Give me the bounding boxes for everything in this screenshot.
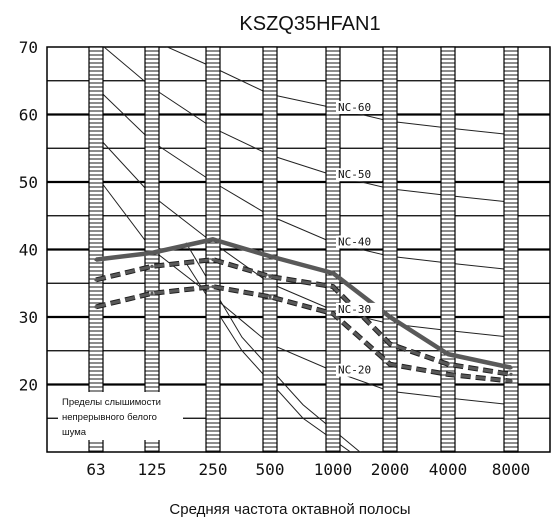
series-2-point [446,362,450,366]
series-3-point [331,312,335,316]
y-axis-ticks: 20 30 40 50 60 70 [19,38,38,395]
series-3-point [268,295,272,299]
series-1-line [95,237,512,370]
nc-label-bg [336,101,382,115]
series-3-point [94,305,98,309]
nc-label-nc-50: NC-50 [338,168,371,181]
nc-label-nc-40: NC-40 [338,235,371,248]
series-1-point [94,258,98,262]
nc-label-bg [336,302,382,316]
threshold-note-bg [58,392,183,440]
x-tick-label: 1000 [314,460,353,479]
series-3-point [388,362,392,366]
nc-curves [95,47,512,406]
series-2-point [211,258,215,262]
threshold-curve-1 [185,242,362,452]
nc-curve-nc-20 [95,174,512,406]
x-axis-label: Средняя частота октавной полосы [169,501,410,518]
plot-area: NC-60 NC-50 NC-40 NC-30 NC-20 20 30 40 50 60 70 63 1… [19,38,551,479]
y-tick-label: 60 [19,106,38,125]
x-axis-ticks: 63 125 250 500 1000 2000 4000 8000 [86,460,530,479]
nc-label-bg [336,168,382,182]
threshold-note-line: шума [62,427,87,438]
series-3-line [95,285,512,383]
nc-curve-nc-60 [166,47,512,136]
series-3-point [446,372,450,376]
nc-curve-nc-30 [95,134,512,338]
series-1-point [446,352,450,356]
chart-title: KSZQ35HFAN1 [239,13,380,35]
x-tick-label: 250 [199,460,228,479]
series-2-point [509,372,513,376]
x-tick-label: 4000 [429,460,468,479]
threshold-note-line: непрерывного белого [62,412,157,423]
frequency-ladders [88,46,519,453]
series-1-point [211,237,215,241]
x-tick-label: 8000 [492,460,531,479]
threshold-note-line: Пределы слышимости [62,397,161,408]
nc-label-nc-30: NC-30 [338,303,371,316]
nc-label-bg [336,363,382,377]
y-tick-label: 40 [19,241,38,260]
y-tick-label: 50 [19,173,38,192]
data-series [94,237,513,384]
series-3-point [150,291,154,295]
series-2-point [268,274,272,279]
x-tick-label: 63 [86,460,105,479]
series-2-point [388,342,392,346]
series-1-point [150,251,154,255]
series-2-line [95,258,512,376]
threshold-curve-2 [185,262,352,452]
y-tick-label: 20 [19,376,38,395]
x-tick-label: 125 [138,460,167,479]
nc-curve-nc-50 [103,47,512,203]
nc-label-nc-60: NC-60 [338,101,371,114]
series-1-point [509,366,513,370]
audibility-threshold-curves [185,242,362,452]
series-1-point [331,271,335,275]
series-1-point [268,254,272,258]
series-2-point [94,278,98,282]
x-tick-label: 500 [256,460,285,479]
x-tick-label: 2000 [371,460,410,479]
nc-curve-nc-40 [95,87,512,271]
nc-labels: NC-60 NC-50 NC-40 NC-30 NC-20 [336,101,382,377]
series-2-point [331,285,335,289]
y-tick-label: 70 [19,38,38,57]
threshold-note: Пределы слышимости непрерывного белого шум… [58,392,183,440]
y-tick-label: 30 [19,308,38,327]
nc-label-nc-20: NC-20 [338,364,371,377]
series-2-point [150,264,154,268]
series-3-point [509,379,513,383]
series-1-point [388,315,392,319]
series-3-point [211,285,215,289]
nc-label-bg [336,235,382,249]
